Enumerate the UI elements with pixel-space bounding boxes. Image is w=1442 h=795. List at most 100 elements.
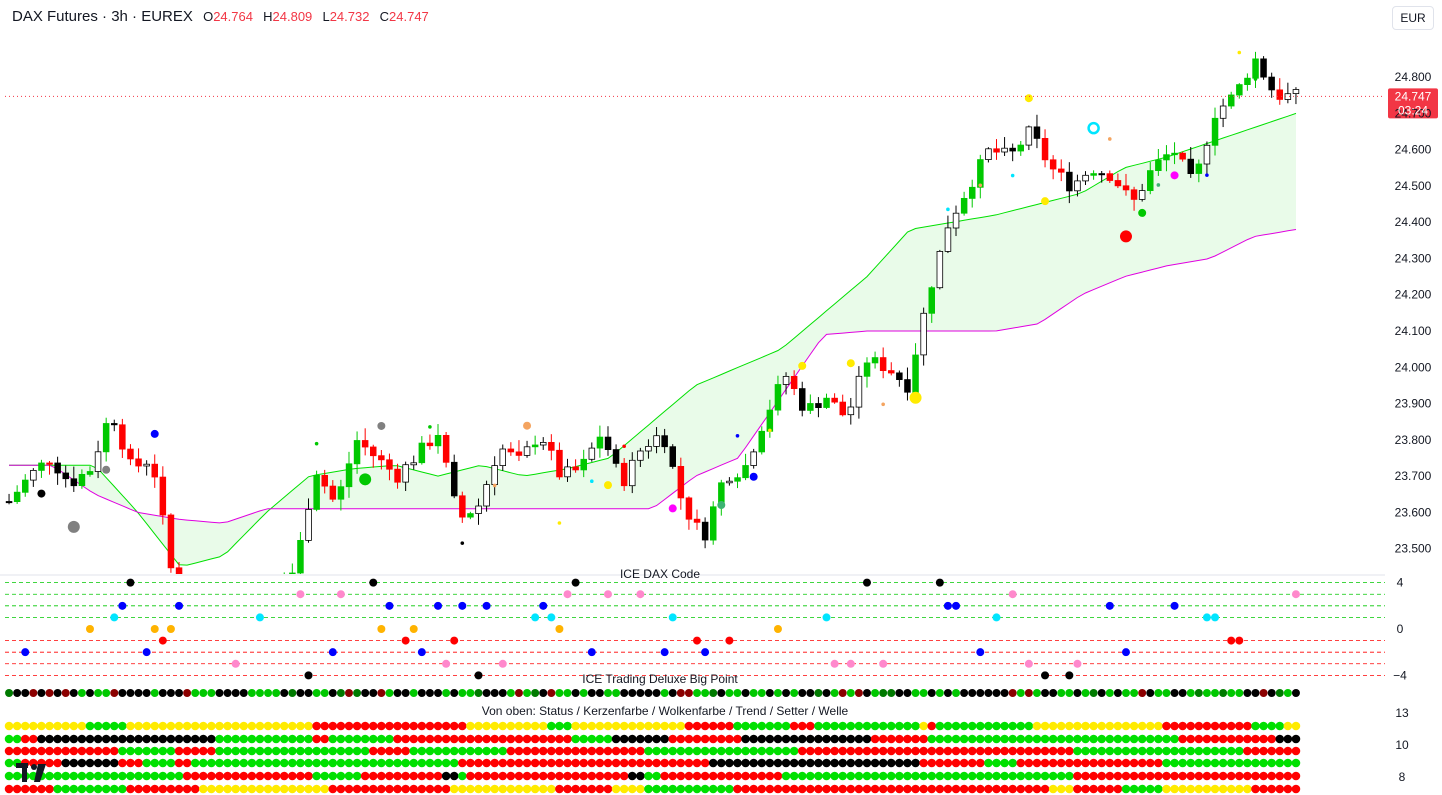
- big-point-dot: [126, 689, 135, 697]
- status-dot: [636, 784, 645, 794]
- candle-body: [217, 625, 223, 634]
- candle: [1074, 174, 1081, 197]
- candle-body: [734, 477, 741, 482]
- status-dot: [101, 771, 111, 781]
- big-point-dot: [442, 689, 451, 697]
- status-dot: [1162, 746, 1171, 756]
- status-dot: [514, 771, 524, 781]
- status-dot: [449, 734, 459, 744]
- status-dot: [870, 746, 880, 756]
- status-dot: [627, 784, 637, 794]
- status-dot: [101, 746, 111, 756]
- big-point-dot: [94, 689, 103, 697]
- status-dot: [733, 734, 742, 744]
- candle: [1195, 159, 1203, 183]
- status-dot: [1259, 746, 1268, 756]
- status-dot: [538, 746, 548, 756]
- currency-button[interactable]: EUR: [1392, 6, 1434, 30]
- status-dot: [636, 771, 645, 781]
- status-dot: [433, 746, 443, 756]
- status-dot: [1089, 746, 1098, 756]
- candles: [5, 51, 1300, 643]
- signal-dot: [314, 441, 319, 446]
- status-dot: [1137, 734, 1147, 744]
- big-point-dot: [1081, 689, 1090, 697]
- status-dot: [69, 721, 79, 731]
- status-dot: [514, 734, 524, 744]
- big-point-dot: [790, 689, 799, 697]
- big-point-dot: [239, 689, 248, 697]
- status-dot: [975, 771, 985, 781]
- status-dot: [1234, 784, 1244, 794]
- candle: [283, 572, 285, 574]
- candle-body: [677, 465, 685, 499]
- status-dot: [441, 784, 451, 794]
- status-dot: [1040, 784, 1050, 794]
- signal-dot: [603, 481, 612, 490]
- status-dot: [765, 784, 775, 794]
- candle-body: [977, 159, 984, 188]
- status-dot: [1105, 746, 1115, 756]
- status-dot: [1065, 784, 1074, 794]
- status-dot: [1194, 746, 1204, 756]
- candle: [217, 622, 223, 643]
- status-dot: [482, 734, 491, 744]
- code-dot: [166, 625, 175, 633]
- code-dot: [1041, 671, 1050, 680]
- status-dot: [538, 784, 548, 794]
- status-dot: [1259, 784, 1268, 794]
- status-dot: [93, 771, 103, 781]
- code-dot: [701, 648, 710, 657]
- candle: [297, 531, 304, 574]
- status-dot: [328, 734, 338, 744]
- status-dot: [555, 758, 564, 768]
- status-dot: [190, 734, 200, 744]
- signal-dot: [768, 428, 772, 433]
- candle: [823, 393, 830, 409]
- status-dot: [1097, 758, 1107, 768]
- status-dot: [166, 771, 176, 781]
- big-point-dot: [369, 689, 378, 697]
- status-dot: [1202, 721, 1212, 731]
- candle-body: [548, 441, 555, 451]
- status-dot: [1000, 784, 1009, 794]
- code-dot: [725, 636, 734, 645]
- candle: [1049, 155, 1057, 180]
- code-dot: [830, 659, 839, 668]
- status-dot: [1137, 721, 1147, 731]
- status-dot: [1048, 758, 1058, 768]
- candle-body: [596, 436, 604, 449]
- status-dot: [1251, 771, 1260, 781]
- status-dot: [377, 746, 386, 756]
- status-dot: [150, 734, 160, 744]
- status-dot: [401, 784, 410, 794]
- status-dot: [1283, 771, 1293, 781]
- status-dot: [1065, 721, 1074, 731]
- status-dot: [1040, 771, 1050, 781]
- candle-body: [1219, 105, 1227, 119]
- big-point-dot: [207, 689, 216, 697]
- big-point-dot: [757, 689, 766, 697]
- status-dot: [1226, 758, 1236, 768]
- status-dot: [296, 721, 305, 731]
- status-dot: [951, 771, 961, 781]
- status-dot: [190, 771, 200, 781]
- status-dot: [409, 784, 419, 794]
- candle-body: [442, 434, 450, 463]
- candle-body: [297, 540, 304, 574]
- candle: [1130, 186, 1138, 211]
- status-dot: [903, 721, 912, 731]
- big-point-dot: [636, 689, 645, 697]
- status-dot: [911, 758, 920, 768]
- candle-body: [523, 446, 531, 456]
- status-dot: [368, 721, 378, 731]
- logo-stem: [22, 763, 27, 782]
- status-dot: [603, 784, 613, 794]
- status-dot: [563, 734, 572, 744]
- status-dot: [1170, 784, 1179, 794]
- status-dot: [587, 758, 597, 768]
- status-dot: [166, 721, 176, 731]
- status-dot: [425, 721, 435, 731]
- status-dot: [360, 746, 370, 756]
